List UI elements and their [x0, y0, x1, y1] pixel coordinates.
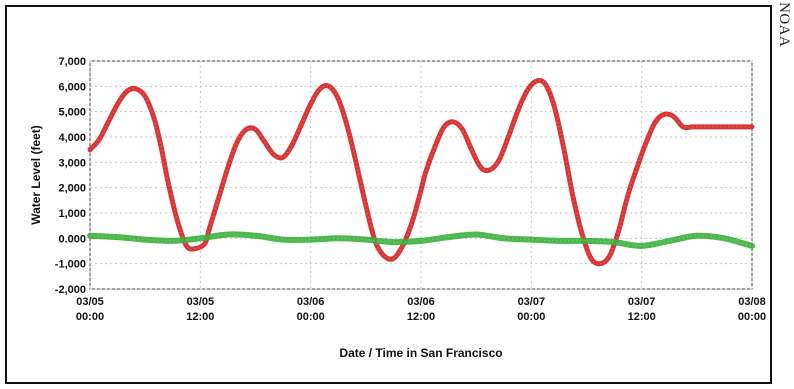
series-marker-texture [89, 79, 752, 265]
x-tick-time-label: 00:00 [517, 311, 545, 323]
series-marker-texture [89, 233, 753, 247]
x-tick-time-label: 12:00 [186, 311, 214, 323]
y-tick-label: 2,000 [58, 183, 86, 195]
x-tick-time-label: 00:00 [76, 311, 104, 323]
x-tick-date-label: 03/08 [738, 296, 766, 308]
y-tick-label: -1,000 [55, 259, 86, 271]
x-tick-time-label: 12:00 [407, 311, 435, 323]
credit-text: NOAA [776, 2, 792, 48]
y-tick-label: -2,000 [55, 284, 86, 296]
plot-area [89, 60, 753, 290]
x-tick-date-label: 03/05 [76, 296, 104, 308]
y-tick-label: 3,000 [58, 157, 86, 169]
x-tick-time-label: 00:00 [297, 311, 325, 323]
grid-lines [89, 60, 753, 290]
x-tick-date-label: 03/07 [628, 296, 656, 308]
y-tick-label: 0.000 [58, 233, 86, 245]
series-line [87, 77, 755, 267]
x-tick-date-label: 03/05 [187, 296, 215, 308]
y-tick-label: 1,000 [58, 208, 86, 220]
y-tick-label: 4,000 [58, 132, 86, 144]
series-line [87, 231, 755, 249]
series-layer [87, 77, 755, 267]
x-tick-date-label: 03/06 [407, 296, 435, 308]
y-axis-tick-labels: 7,000 6,000 5,000 4,000 3,000 2,000 1,000 0.000… [55, 56, 86, 296]
y-tick-label: 5,000 [58, 107, 86, 119]
x-tick-time-label: 12:00 [628, 311, 656, 323]
x-axis-label: Date / Time in San Francisco [339, 346, 502, 360]
y-tick-label: 7,000 [58, 56, 86, 68]
y-tick-label: 6,000 [58, 81, 86, 93]
x-tick-date-label: 03/07 [518, 296, 546, 308]
x-tick-time-label: 00:00 [738, 311, 766, 323]
x-tick-date-label: 03/06 [297, 296, 325, 308]
x-axis-tick-labels: 03/05 00:00 03/05 12:00 03/06 00:00 03/06 12:00… [76, 296, 766, 323]
y-axis-label: Water Level (feet) [29, 125, 43, 225]
